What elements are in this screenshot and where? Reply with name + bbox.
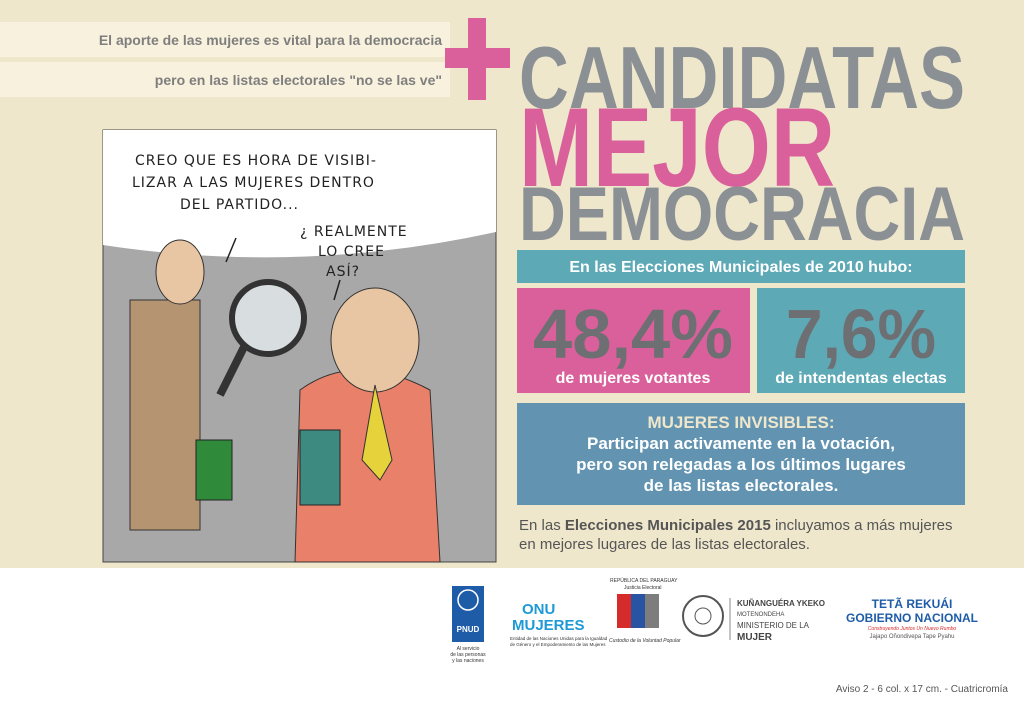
magnifier xyxy=(216,343,249,397)
speech-tail xyxy=(333,279,341,301)
logo-text: Custodio de la Voluntad Popular xyxy=(609,638,681,644)
logo-text: MOTENONDEHA xyxy=(737,612,784,618)
logo-text: MUJERES xyxy=(512,617,585,634)
logo-band xyxy=(0,568,1024,701)
callout-line: pero son relegadas a los últimos lugares xyxy=(576,455,906,474)
stats-heading-box xyxy=(517,250,965,283)
closing-line: en mejores lugares de las listas elector… xyxy=(519,536,810,553)
stat-box xyxy=(517,288,750,393)
callout-line: Participan activamente en la votación, xyxy=(587,434,895,453)
logo-text: Al servicio xyxy=(457,646,480,652)
logo-text: REPÚBLICA DEL PARAGUAY xyxy=(610,577,678,584)
logo-shape xyxy=(682,595,724,637)
logo-shape xyxy=(457,589,479,611)
logo-text: Construyendo Juntos Un Nuevo Rumbo xyxy=(868,626,957,632)
headline: CANDIDATAS xyxy=(519,28,965,127)
speech-line: DEL PARTIDO... xyxy=(180,197,299,213)
stat-value: 7,6% xyxy=(786,295,936,373)
logo-text: Jajapo Oñondivepa Tape Pyahu xyxy=(870,634,955,640)
logo-shape xyxy=(631,594,645,628)
stat-value: 48,4% xyxy=(533,295,733,373)
tie xyxy=(361,384,393,481)
header-band xyxy=(0,22,450,57)
stat-label: de intendentas electas xyxy=(775,370,947,387)
closing-part: Elecciones Municipales 2015 xyxy=(565,517,771,534)
speech-tail xyxy=(225,237,237,263)
speech-line: LO CREE xyxy=(318,244,385,260)
header-band xyxy=(0,62,450,97)
logo-text: KUÑANGUÉRA YKEKO xyxy=(737,599,825,608)
logo-shape xyxy=(694,607,712,625)
logo-text: y las naciones xyxy=(452,658,484,664)
stats-heading: En las Elecciones Municipales de 2010 hu… xyxy=(569,259,912,276)
closing-part: incluyamos a más mujeres xyxy=(771,517,953,534)
figure xyxy=(129,299,201,531)
stat-box xyxy=(757,288,965,393)
speech-line: LIZAR A LAS MUJERES DENTRO xyxy=(132,175,375,191)
logo-gobierno: TETÃ REKUÁI GOBIERNO NACIONAL Construyen… xyxy=(846,596,978,640)
folder xyxy=(195,439,233,501)
callout-line: de las listas electorales. xyxy=(644,476,839,495)
magnifier xyxy=(229,279,307,357)
headline: DEMOCRACIA xyxy=(519,172,965,257)
logo-text: Entidad de las Naciones Unidas para la I… xyxy=(510,636,608,641)
plus-sign xyxy=(445,48,510,68)
logo-shape xyxy=(645,594,659,628)
logo-text: Justicia Electoral xyxy=(624,585,662,591)
closing-line: En las Elecciones Municipales 2015 inclu… xyxy=(519,517,953,534)
speech-line: ASÍ? xyxy=(326,263,360,280)
cartoon: CREO QUE ES HORA DE VISIBI- LIZAR A LAS … xyxy=(102,129,497,563)
callout-title: MUJERES INVISIBLES: xyxy=(647,413,834,432)
logo-tsje: REPÚBLICA DEL PARAGUAY Justicia Electora… xyxy=(609,577,681,644)
logo-ministerio: KUÑANGUÉRA YKEKO MOTENONDEHA MINISTERIO … xyxy=(682,595,825,643)
speech-line: CREO QUE ES HORA DE VISIBI- xyxy=(135,153,377,169)
logo-text: ONU xyxy=(522,601,555,618)
callout-box xyxy=(517,403,965,505)
folder xyxy=(299,429,341,506)
header-line: El aporte de las mujeres es vital para l… xyxy=(99,32,442,48)
figure xyxy=(330,287,420,393)
header-line: pero en las listas electorales "no se la… xyxy=(155,72,442,88)
logo-onu: ONU MUJERES Entidad de las Naciones Unid… xyxy=(510,601,608,647)
logo-text: MINISTERIO DE LA xyxy=(737,621,810,630)
footer: Aviso 2 - 6 col. x 17 cm. - Cuatricromía xyxy=(836,684,1009,695)
speech-bubble xyxy=(103,130,496,258)
logo-text: PNUD xyxy=(457,625,480,634)
logo-shape xyxy=(452,586,484,642)
logo-text: MUJER xyxy=(737,632,773,643)
speech-line: ¿ REALMENTE xyxy=(300,224,408,240)
figure xyxy=(155,239,205,305)
logo-text: TETÃ REKUÁI xyxy=(872,596,953,611)
stat-label: de mujeres votantes xyxy=(556,370,711,387)
logo-text: de las personas xyxy=(450,652,486,658)
logo-text: GOBIERNO NACIONAL xyxy=(846,611,978,625)
closing-part: En las xyxy=(519,517,565,534)
logo-text: de Género y el Empoderamiento de las Muj… xyxy=(510,642,606,647)
headline: MEJOR xyxy=(519,85,835,210)
logo-shape xyxy=(617,594,631,628)
logo-pnud: PNUD Al servicio de las personas y las n… xyxy=(450,586,486,664)
